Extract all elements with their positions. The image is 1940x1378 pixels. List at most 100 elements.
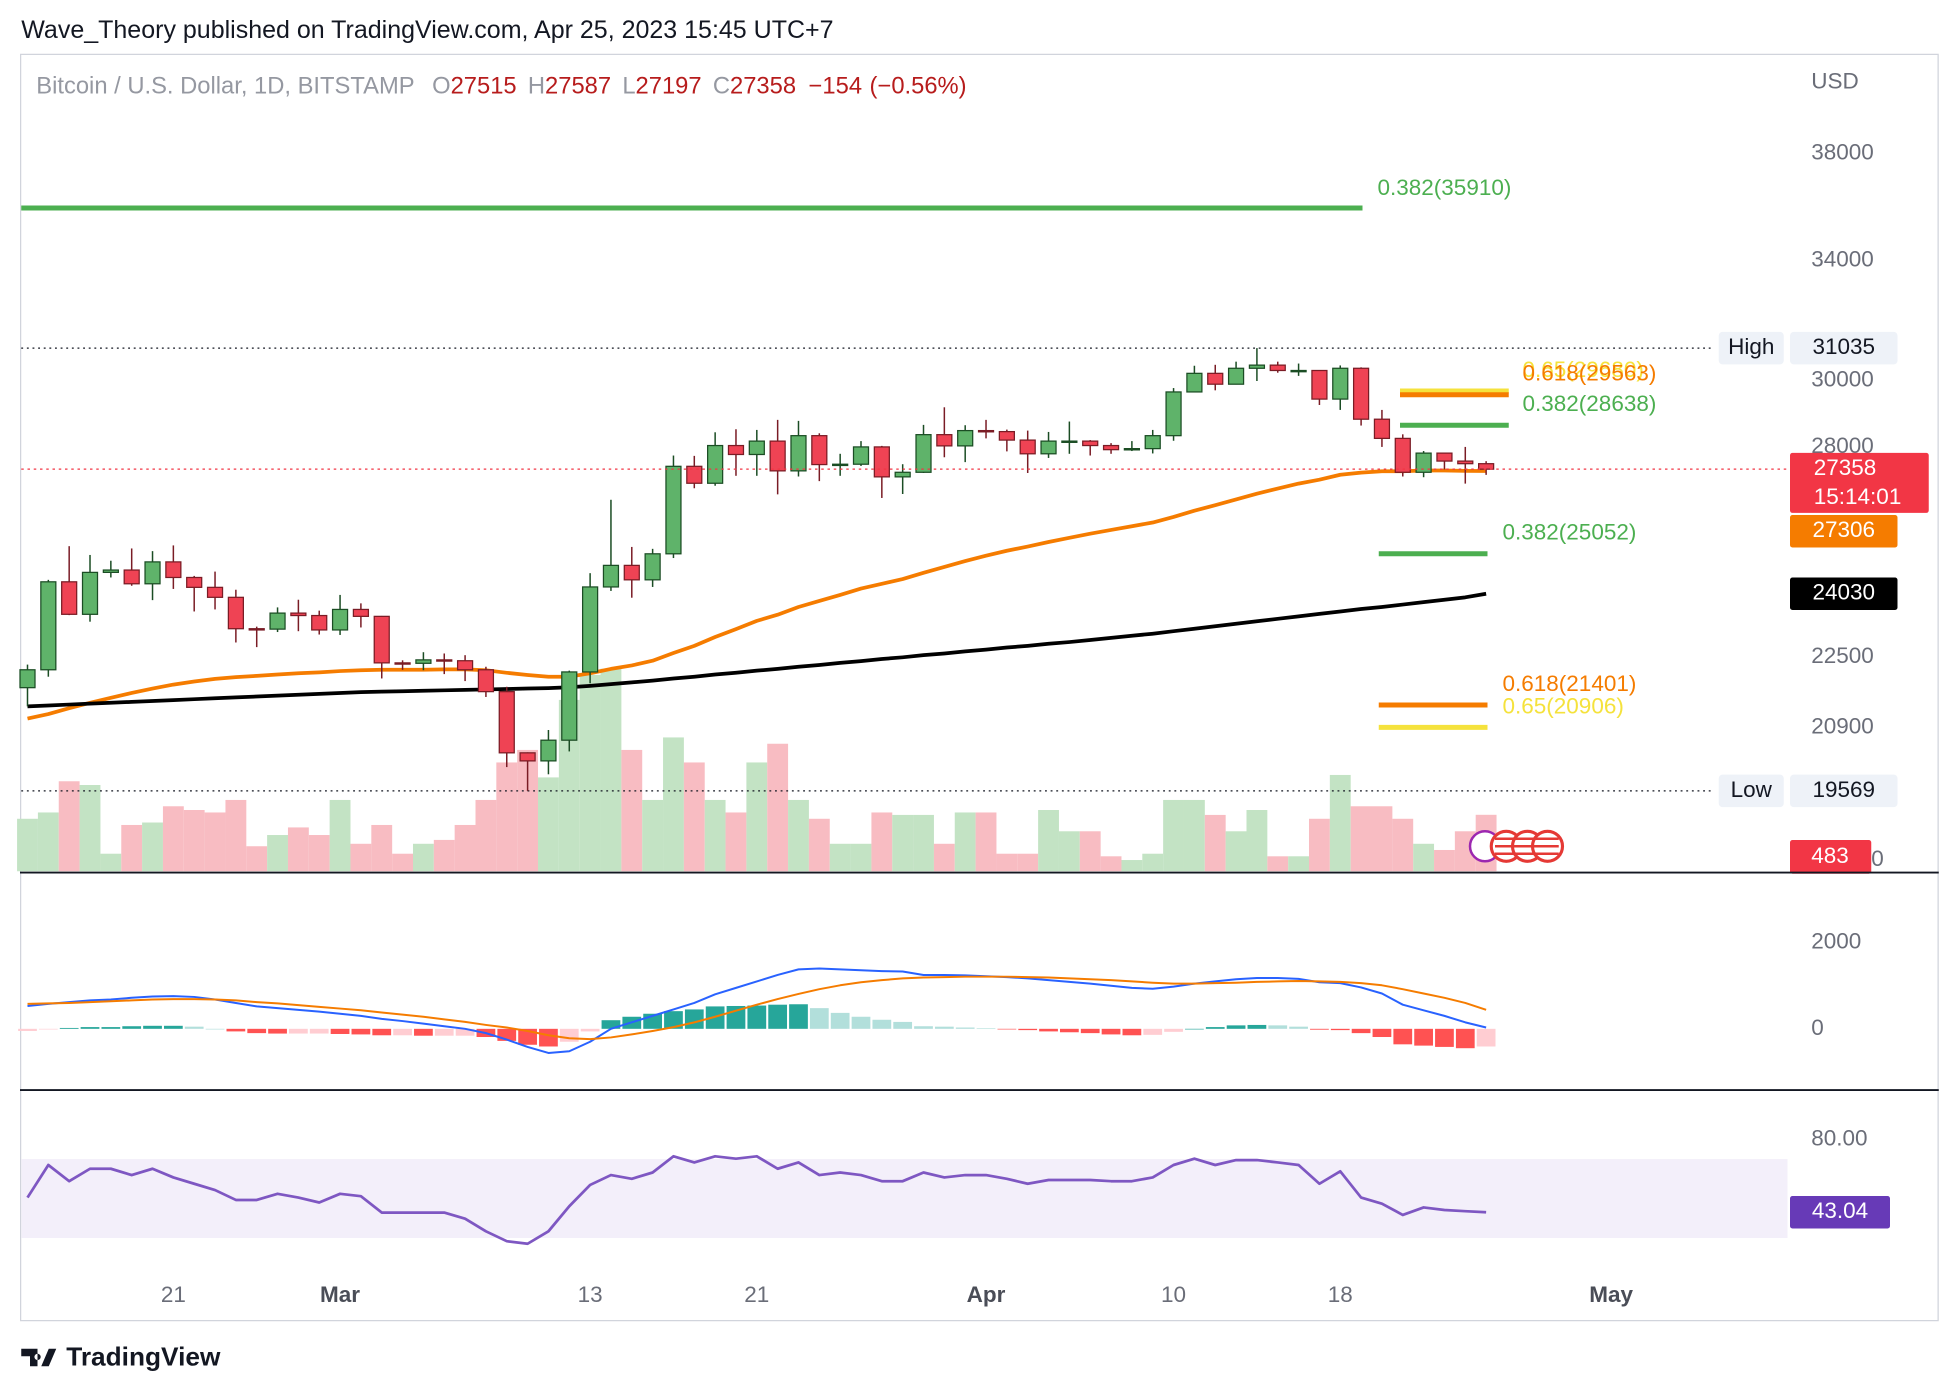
macd-histogram-bar [1122, 1028, 1142, 1036]
candle-body [144, 561, 161, 585]
moving-average [27, 468, 1487, 721]
x-tick-label: 10 [1161, 1282, 1186, 1307]
volume-bar [558, 699, 580, 872]
candle-body [561, 671, 578, 741]
candle-body [1457, 460, 1474, 465]
fib-label: 0.382(28638) [1523, 391, 1657, 416]
level-tag-bg [1718, 331, 1784, 365]
candle-body [227, 596, 245, 630]
fib-label: 0.382(25052) [1503, 520, 1637, 545]
macd-histogram-bar [393, 1028, 412, 1036]
candle-body [1207, 372, 1224, 385]
volume-bar [58, 781, 80, 872]
volume-bar [308, 835, 330, 872]
macd-histogram-bar [184, 1026, 204, 1029]
legend-label: C [713, 73, 730, 100]
level-value-bg [1790, 331, 1898, 365]
last-price: 27358 [1814, 455, 1877, 480]
volume-bar [204, 812, 226, 872]
volume-bar [79, 784, 101, 872]
macd-histogram-bar [1372, 1028, 1392, 1038]
candle-body [915, 434, 932, 473]
macd-tick-label: 2000 [1811, 929, 1861, 954]
volume-bar [1350, 806, 1372, 872]
macd-histogram-bar [351, 1028, 371, 1035]
candle-body [352, 608, 370, 617]
level-value: 19569 [1812, 777, 1875, 802]
candle-body [1269, 364, 1286, 372]
candle-body [456, 660, 474, 671]
volume-bar [767, 743, 789, 872]
flag-stripes [1494, 837, 1559, 855]
macd-histogram-bar [684, 1009, 704, 1029]
macd-histogram-bar [539, 1028, 558, 1047]
volume-bar [287, 827, 309, 872]
macd-histogram-bar [1018, 1028, 1038, 1031]
volume-bar [996, 853, 1018, 872]
macd-histogram-bar [893, 1021, 913, 1029]
candle-body [81, 571, 99, 615]
level-tag: High [1728, 334, 1774, 359]
main-layer: Bitcoin / U.S. Dollar, 1D, BITSTAMP O2751… [18, 68, 1929, 1307]
y-tick-label: 22500 [1811, 643, 1874, 668]
candle-body [290, 612, 307, 617]
volume-bar [412, 843, 434, 872]
macd-histogram-bar [18, 1028, 37, 1031]
volume-bar [267, 835, 288, 872]
volume-bar [100, 853, 122, 872]
fib-label: 0.65(29680) [1523, 357, 1644, 382]
volume-bar [1434, 849, 1455, 872]
macd-line [27, 967, 1487, 1054]
volume-bar [621, 749, 643, 872]
legend-value: 27358 [730, 73, 796, 100]
macd-histogram-bar [1080, 1028, 1100, 1034]
candle-body [1186, 372, 1203, 393]
candle-body [1019, 439, 1036, 455]
volume-bar [579, 674, 601, 872]
volume-bar [17, 818, 38, 872]
macd-histogram-bar [559, 1028, 579, 1042]
volume-bar [1329, 774, 1351, 872]
x-tick-label: 21 [161, 1282, 186, 1307]
volume-bar [1225, 831, 1247, 872]
candle-body [936, 434, 953, 447]
candle-body [1311, 369, 1328, 400]
volume-bar [808, 818, 830, 872]
macd-histogram-bar [372, 1028, 392, 1036]
x-tick-label: May [1589, 1282, 1633, 1307]
macd-histogram-bar [1164, 1028, 1183, 1032]
volume-bar [788, 799, 809, 872]
y-tick-label: 30000 [1811, 367, 1874, 392]
macd-histogram-bar [414, 1028, 433, 1036]
candle-body [1227, 367, 1245, 385]
candle-body [498, 691, 515, 754]
candle-body [977, 429, 995, 433]
macd-histogram-bar [163, 1025, 183, 1029]
candle-body [581, 586, 599, 673]
macd-histogram-bar [914, 1026, 933, 1029]
volume-bar [37, 812, 59, 872]
rsi-tick-label: 80.00 [1811, 1125, 1867, 1150]
macd-histogram-bar [976, 1028, 996, 1030]
macd-histogram-bar [1268, 1025, 1288, 1029]
volume-bar [1267, 856, 1289, 872]
fib-label: 0.65(20906) [1503, 693, 1624, 718]
macd-histogram-bar [830, 1012, 850, 1029]
volume-bar [1204, 814, 1226, 872]
candle-body [873, 446, 890, 478]
macd-histogram-bar [101, 1027, 121, 1029]
volume-bar [454, 824, 476, 872]
volume-bar [1246, 810, 1268, 872]
macd-histogram-bar [59, 1027, 79, 1029]
logo-mark [21, 1348, 57, 1367]
macd-histogram-bar [289, 1028, 308, 1034]
volume-bar [475, 799, 497, 872]
candle-body [1165, 391, 1182, 437]
candle-body [1394, 437, 1411, 473]
volume-bar [663, 737, 684, 872]
candle-body [394, 662, 411, 665]
bar-countdown: 15:14:01 [1814, 484, 1902, 509]
volume-bar [371, 824, 393, 872]
